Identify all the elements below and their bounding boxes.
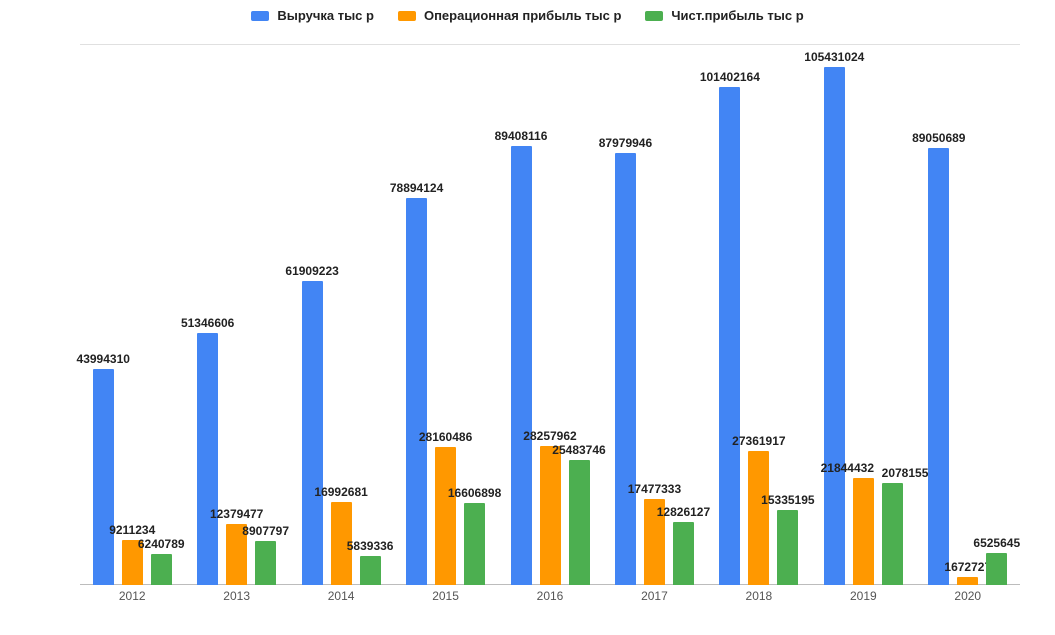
bar-net_profit: 16606898 — [464, 503, 485, 585]
bar-net_profit: 6525645 — [986, 553, 1007, 585]
bar-group-2020: 89050689167272765256452020 — [928, 148, 1007, 585]
bar-value-label: 1672727 — [944, 560, 991, 574]
bar-value-label: 6240789 — [138, 537, 185, 551]
bar-value-label: 25483746 — [552, 443, 605, 457]
financials-bar-chart: Выручка тыс р Операционная прибыль тыс р… — [0, 0, 1055, 635]
bar-value-label: 27361917 — [732, 434, 785, 448]
bar-value-label: 17477333 — [628, 482, 681, 496]
legend-item-op-profit: Операционная прибыль тыс р — [398, 8, 621, 23]
bar-net_profit: 5839336 — [360, 556, 381, 585]
bar-revenue: 89408116 — [511, 146, 532, 585]
bar-group-2018: 10140216427361917153351952018 — [719, 87, 798, 585]
legend-item-revenue: Выручка тыс р — [251, 8, 374, 23]
bar-revenue: 51346606 — [197, 333, 218, 585]
x-axis-label: 2014 — [328, 589, 355, 603]
x-axis-label: 2017 — [641, 589, 668, 603]
plot-area: 4399431092112346240789201251346606123794… — [80, 44, 1020, 605]
bar-group-2013: 513466061237947789077972013 — [197, 333, 276, 585]
x-axis-label: 2019 — [850, 589, 877, 603]
bar-value-label: 9211234 — [109, 523, 155, 537]
bar-value-label: 15335195 — [761, 493, 814, 507]
bar-op_profit: 28160486 — [435, 447, 456, 585]
bar-revenue: 101402164 — [719, 87, 740, 585]
bar-value-label: 6525645 — [973, 536, 1020, 550]
legend-item-net-profit: Чист.прибыль тыс р — [645, 8, 803, 23]
legend-swatch-net-profit — [645, 11, 663, 21]
bar-value-label: 16606898 — [448, 486, 501, 500]
bar-revenue: 61909223 — [302, 281, 323, 585]
bar-value-label: 51346606 — [181, 316, 234, 330]
bar-revenue: 78894124 — [406, 198, 427, 585]
bar-net_profit: 12826127 — [673, 522, 694, 585]
bar-net_profit: 20781554 — [882, 483, 903, 585]
bar-value-label: 89408116 — [495, 129, 548, 143]
bar-value-label: 105431024 — [804, 50, 864, 64]
bar-group-2017: 8797994617477333128261272017 — [615, 153, 694, 585]
bar-op_profit: 1672727 — [957, 577, 978, 585]
bar-value-label: 43994310 — [77, 352, 130, 366]
bar-op_profit: 28257962 — [540, 446, 561, 585]
x-axis-label: 2013 — [223, 589, 250, 603]
x-axis-label: 2015 — [432, 589, 459, 603]
bar-value-label: 89050689 — [912, 131, 965, 145]
bar-group-2012: 43994310921123462407892012 — [93, 369, 172, 585]
x-axis-label: 2012 — [119, 589, 146, 603]
bar-value-label: 87979946 — [599, 136, 652, 150]
bar-revenue: 105431024 — [824, 67, 845, 585]
legend-label-revenue: Выручка тыс р — [277, 8, 374, 23]
bar-op_profit: 27361917 — [748, 451, 769, 585]
legend-label-net-profit: Чист.прибыль тыс р — [671, 8, 803, 23]
bar-value-label: 61909223 — [285, 264, 338, 278]
bar-value-label: 5839336 — [347, 539, 394, 553]
bar-net_profit: 6240789 — [151, 554, 172, 585]
x-axis-label: 2018 — [746, 589, 773, 603]
bar-value-label: 21844432 — [821, 461, 874, 475]
bar-revenue: 43994310 — [93, 369, 114, 585]
legend-swatch-revenue — [251, 11, 269, 21]
bar-group-2015: 7889412428160486166068982015 — [406, 198, 485, 585]
bar-op_profit: 21844432 — [853, 478, 874, 585]
bar-revenue: 89050689 — [928, 148, 949, 585]
x-axis-label: 2020 — [954, 589, 981, 603]
bar-group-2016: 8940811628257962254837462016 — [511, 146, 590, 585]
bar-value-label: 20781554 — [882, 466, 935, 480]
bar-value-label: 101402164 — [700, 70, 760, 84]
bar-value-label: 16992681 — [314, 485, 367, 499]
bar-net_profit: 8907797 — [255, 541, 276, 585]
bar-net_profit: 15335195 — [777, 510, 798, 585]
bar-value-label: 78894124 — [390, 181, 443, 195]
bar-group-2019: 10543102421844432207815542019 — [824, 67, 903, 585]
bar-value-label: 12379477 — [210, 507, 263, 521]
bar-value-label: 8907797 — [242, 524, 289, 538]
x-axis-label: 2016 — [537, 589, 564, 603]
bar-net_profit: 25483746 — [569, 460, 590, 585]
bar-value-label: 12826127 — [657, 505, 710, 519]
bar-revenue: 87979946 — [615, 153, 636, 585]
legend-swatch-op-profit — [398, 11, 416, 21]
bar-group-2014: 619092231699268158393362014 — [302, 281, 381, 585]
bar-value-label: 28160486 — [419, 430, 472, 444]
legend-label-op-profit: Операционная прибыль тыс р — [424, 8, 621, 23]
bar-value-label: 28257962 — [523, 429, 576, 443]
legend: Выручка тыс р Операционная прибыль тыс р… — [0, 8, 1055, 23]
